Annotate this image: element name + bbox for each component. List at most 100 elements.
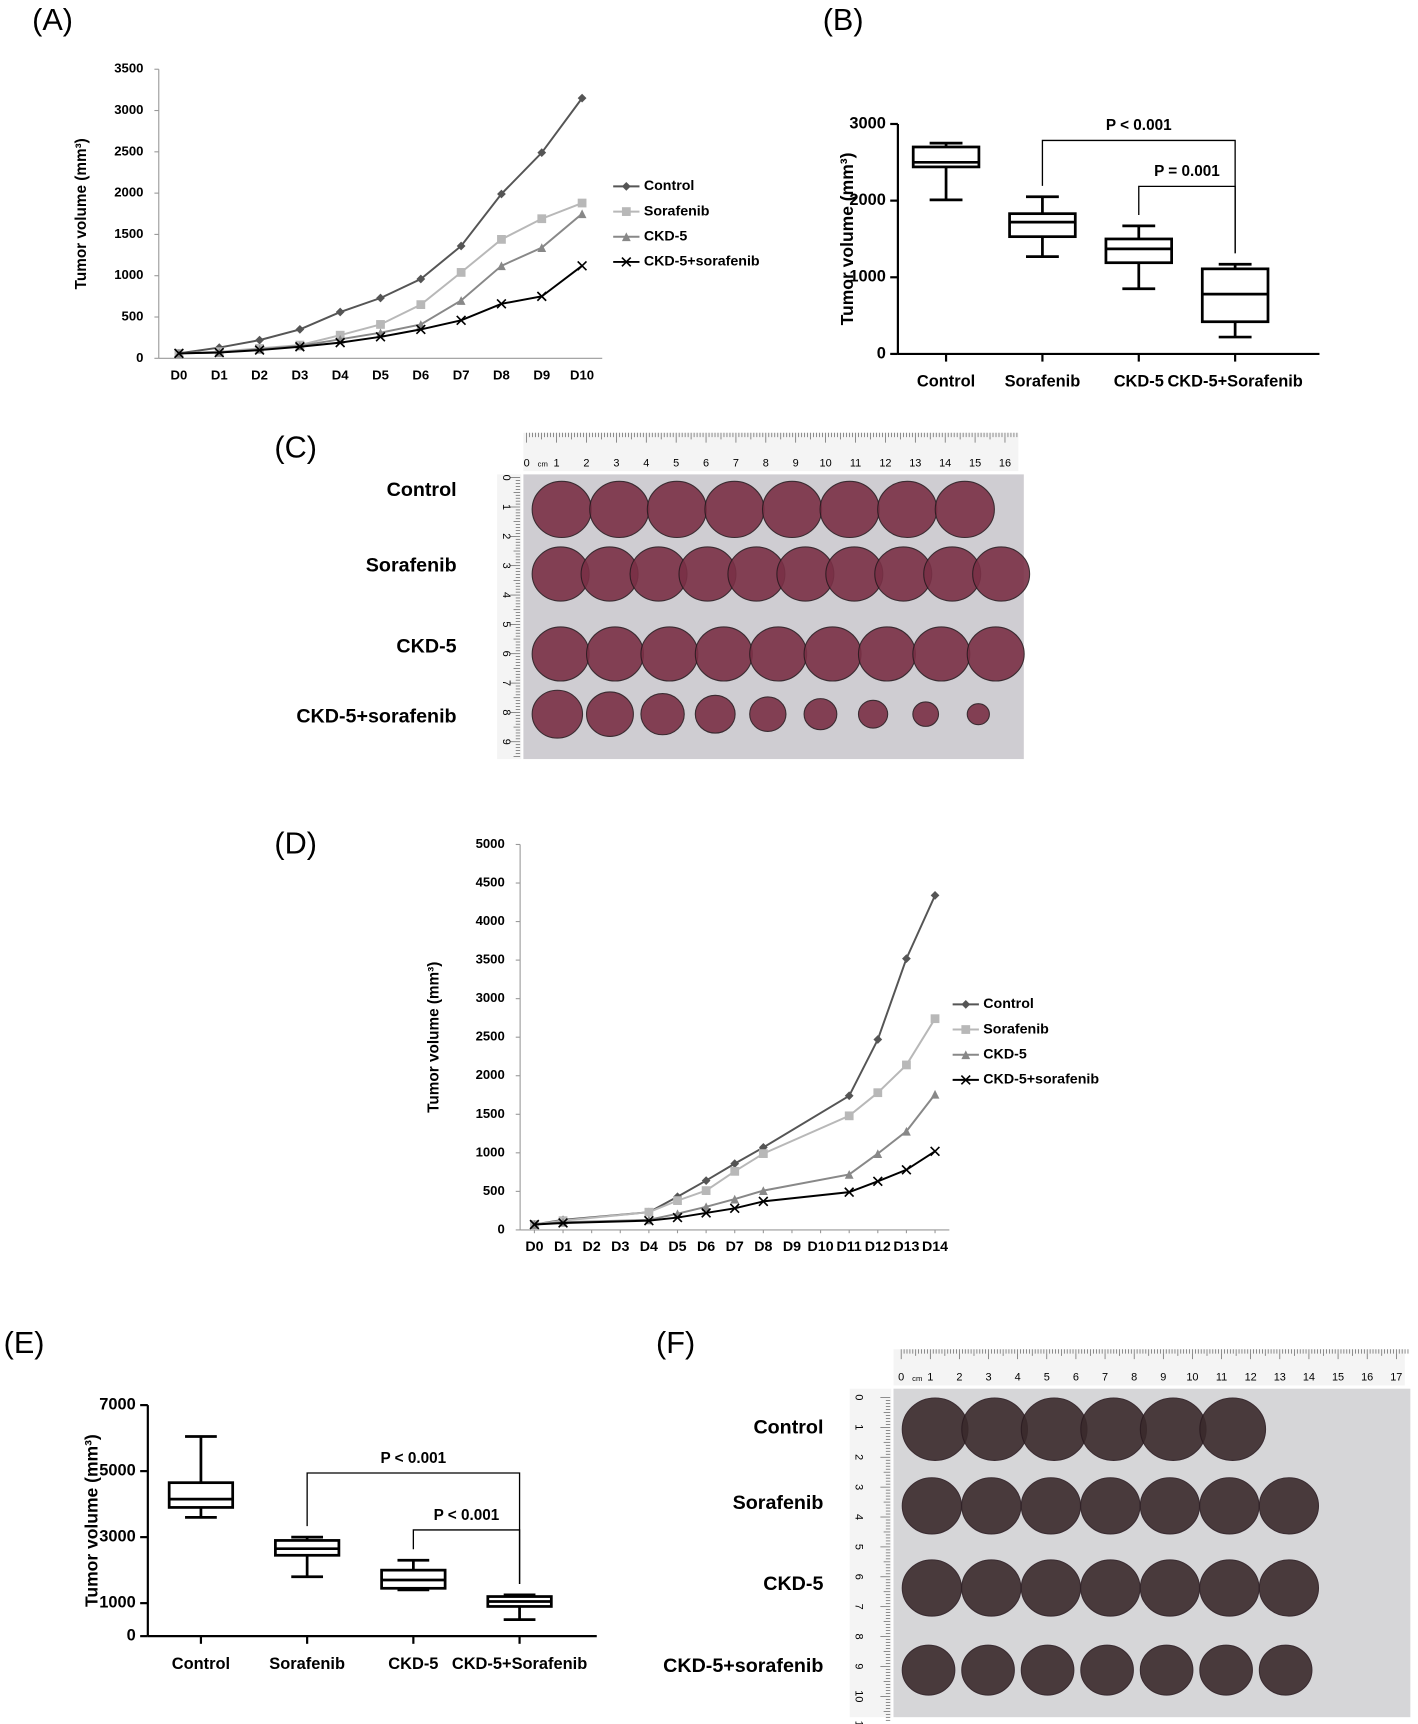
ruler-label: 3	[500, 563, 512, 569]
marker	[758, 1149, 768, 1158]
ruler-label: 8	[500, 709, 512, 715]
marker	[375, 331, 386, 342]
marker	[873, 1088, 883, 1098]
marker	[536, 291, 547, 302]
tumor	[531, 626, 590, 682]
y-tick-label: 1500	[114, 226, 143, 241]
marker	[295, 325, 305, 334]
tumor	[934, 480, 995, 539]
marker	[902, 1060, 911, 1070]
tumor	[589, 480, 650, 539]
tumor	[1020, 1397, 1088, 1461]
x-tick-label: D2	[251, 367, 268, 382]
ruler-side	[497, 474, 522, 760]
legend-marker	[621, 207, 631, 216]
marker	[872, 1176, 883, 1187]
ruler-label: 4	[853, 1514, 865, 1520]
ruler-side	[849, 1388, 892, 1718]
x-tick-label: D4	[332, 367, 349, 382]
ruler-label: 2	[853, 1454, 865, 1460]
x-tick-label: D11	[837, 1239, 862, 1255]
marker	[901, 1164, 912, 1175]
tumor	[640, 626, 699, 682]
box	[167, 1481, 235, 1509]
legend-label: CKD-5+sorafenib	[983, 1072, 1099, 1088]
ruler-unit: cm	[912, 1374, 922, 1383]
y-tick-label: 3000	[114, 102, 143, 117]
ruler-unit: cm	[538, 460, 548, 469]
tumor	[1139, 1397, 1207, 1461]
significance-bracket	[412, 1529, 521, 1584]
x-tick-label: D10	[808, 1239, 834, 1255]
panel-label: (F)	[656, 1326, 695, 1360]
x-tick-label: CKD-5	[388, 1655, 438, 1673]
ruler-label: 8	[763, 457, 769, 469]
row-label: Sorafenib	[733, 1492, 824, 1514]
marker	[497, 261, 506, 271]
marker	[335, 307, 345, 317]
ruler-label: 3	[853, 1484, 865, 1490]
x-tick-label: D8	[493, 367, 510, 382]
row-label: CKD-5+sorafenib	[663, 1655, 823, 1677]
x-tick-label: D6	[697, 1239, 715, 1255]
marker	[577, 198, 587, 208]
marker	[529, 1219, 540, 1230]
ruler-label: 6	[703, 457, 709, 469]
y-tick-label: 1000	[114, 267, 143, 282]
row-label: Control	[753, 1416, 823, 1438]
y-tick-label: 2000	[476, 1067, 505, 1082]
ruler-label: 3	[613, 457, 619, 469]
ruler-label: 16	[999, 457, 1011, 469]
tumor	[1258, 1559, 1320, 1617]
tumor	[704, 480, 765, 539]
panel-label: (D)	[274, 827, 317, 861]
tumor	[966, 626, 1025, 682]
y-tick-label: 3500	[476, 952, 505, 967]
y-tick-label: 7000	[99, 1395, 135, 1413]
marker	[873, 1149, 883, 1158]
y-tick-label: 2500	[114, 143, 143, 158]
x-tick-label: D0	[525, 1239, 543, 1255]
ruler-label: 6	[1073, 1372, 1079, 1384]
tumor	[819, 480, 880, 539]
row-label: CKD-5	[763, 1573, 823, 1595]
marker	[173, 348, 184, 359]
significance-label: P = 0.001	[1154, 163, 1220, 180]
tumor	[901, 1644, 956, 1696]
tumor	[1020, 1644, 1075, 1696]
ruler-label: 4	[500, 592, 512, 598]
ruler-label: 7	[500, 680, 512, 686]
marker	[558, 1218, 568, 1228]
ruler-label: 14	[939, 457, 951, 469]
tumor	[912, 626, 971, 682]
tumor	[803, 626, 862, 682]
tumor	[966, 703, 990, 726]
tumor	[1020, 1477, 1081, 1535]
x-tick-label: Control	[917, 373, 975, 391]
marker	[497, 234, 506, 244]
legend-marker	[961, 999, 971, 1009]
ruler-label: 5	[853, 1544, 865, 1550]
ruler-label: 12	[1245, 1372, 1257, 1384]
tumor	[1139, 1644, 1194, 1696]
y-axis-title: Tumor volume (mm³)	[82, 1434, 102, 1607]
marker	[672, 1212, 683, 1223]
ruler-label: 13	[1274, 1372, 1286, 1384]
tumor	[1199, 1559, 1260, 1617]
y-tick-label: 1000	[849, 268, 886, 286]
tumor	[1139, 1477, 1201, 1535]
ruler-label: 10	[1186, 1372, 1198, 1384]
marker	[294, 341, 305, 352]
ruler-label: 4	[643, 457, 649, 469]
x-tick-label: D4	[640, 1239, 658, 1255]
ruler-label: 5	[1044, 1372, 1050, 1384]
x-tick-label: D1	[211, 367, 228, 382]
marker	[701, 1202, 711, 1212]
x-tick-label: D3	[291, 367, 308, 382]
ruler-label: 15	[969, 457, 981, 469]
y-tick-label: 4000	[476, 913, 505, 928]
y-tick-label: 5000	[476, 836, 505, 851]
tumor	[1080, 1397, 1148, 1461]
y-tick-label: 1000	[476, 1144, 505, 1159]
y-tick-label: 3000	[99, 1527, 135, 1545]
